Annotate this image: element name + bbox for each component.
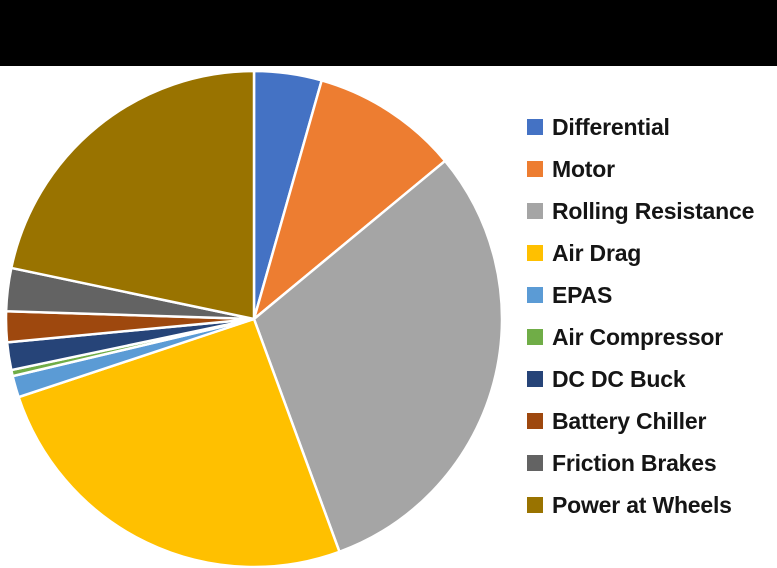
legend-swatch-dc-dc-buck xyxy=(527,371,543,387)
legend-label-epas: EPAS xyxy=(552,281,613,308)
legend-item-motor: Motor xyxy=(527,148,777,190)
legend-swatch-differential xyxy=(527,119,543,135)
legend-swatch-air-compressor xyxy=(527,329,543,345)
legend-label-rolling-resistance: Rolling Resistance xyxy=(552,197,755,224)
legend-swatch-motor xyxy=(527,161,543,177)
pie-slice-air-drag xyxy=(17,317,342,568)
legend-item-dc-dc-buck: DC DC Buck xyxy=(527,358,777,400)
legend-swatch-battery-chiller xyxy=(527,413,543,429)
legend-item-air-drag: Air Drag xyxy=(527,232,777,274)
legend-label-differential: Differential xyxy=(552,113,670,140)
legend-item-air-compressor: Air Compressor xyxy=(527,316,777,358)
pie-slice-motor xyxy=(251,78,447,323)
pie-slice-rolling-resistance xyxy=(252,159,504,554)
legend-label-dc-dc-buck: DC DC Buck xyxy=(552,365,686,392)
legend-item-friction-brakes: Friction Brakes xyxy=(527,442,777,484)
chart-legend: Differential Motor Rolling Resistance Air D… xyxy=(527,106,777,526)
legend-item-rolling-resistance: Rolling Resistance xyxy=(527,190,777,232)
legend-label-power-at-wheels: Power at Wheels xyxy=(552,491,732,518)
legend-label-friction-brakes: Friction Brakes xyxy=(552,449,717,476)
legend-swatch-power-at-wheels xyxy=(527,497,543,513)
legend-swatch-rolling-resistance xyxy=(527,203,543,219)
legend-item-differential: Differential xyxy=(527,106,777,148)
legend-label-motor: Motor xyxy=(552,155,615,182)
legend-label-battery-chiller: Battery Chiller xyxy=(552,407,707,434)
top-black-bar xyxy=(0,0,777,66)
legend-label-air-compressor: Air Compressor xyxy=(552,323,724,350)
legend-swatch-air-drag xyxy=(527,245,543,261)
legend-label-air-drag: Air Drag xyxy=(552,239,642,266)
legend-swatch-epas xyxy=(527,287,543,303)
legend-swatch-friction-brakes xyxy=(527,455,543,471)
legend-item-power-at-wheels: Power at Wheels xyxy=(527,484,777,526)
pie-slice-power-at-wheels xyxy=(9,69,256,321)
legend-item-epas: EPAS xyxy=(527,274,777,316)
legend-item-battery-chiller: Battery Chiller xyxy=(527,400,777,442)
